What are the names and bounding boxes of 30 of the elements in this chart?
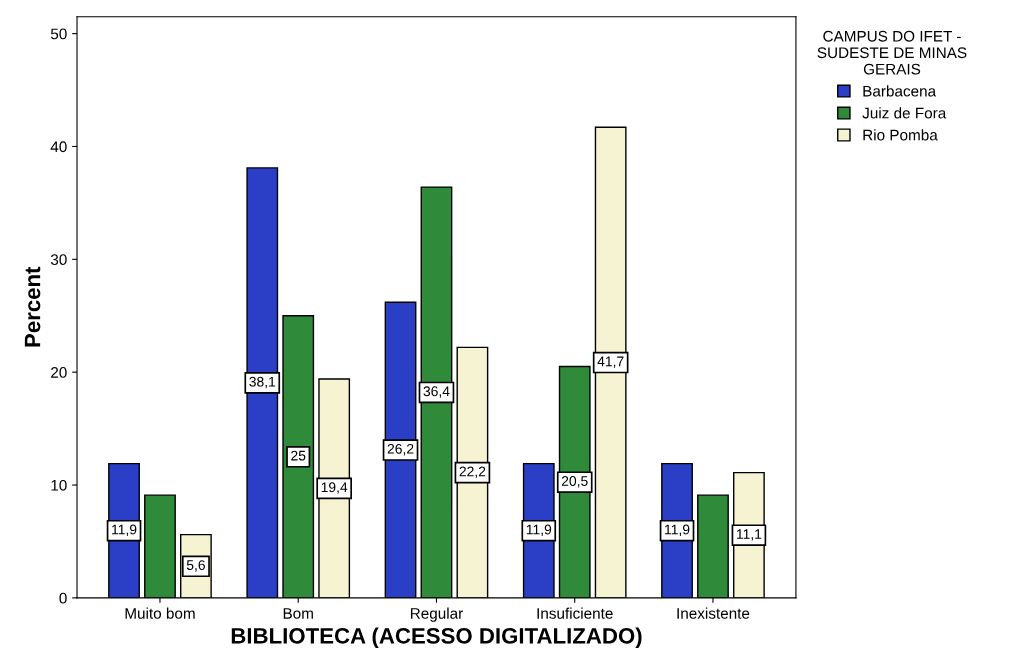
- data-label: 36,4: [423, 386, 450, 398]
- data-label: 26,2: [387, 443, 414, 456]
- data-label: 11,9: [665, 524, 690, 537]
- data-label: 25: [291, 450, 306, 461]
- data-label: 19,4: [321, 482, 348, 494]
- legend-title: CAMPUS DO IFET - SUDESTE DE MINAS GERAIS: [817, 30, 967, 75]
- x-tick-label: Regular: [410, 607, 463, 622]
- x-tick-label: Bom: [283, 608, 313, 619]
- y-axis-title: Percent: [24, 266, 41, 347]
- data-label: 11,9: [112, 524, 137, 537]
- data-label: 41,7: [597, 356, 624, 368]
- x-tick-label: Insuficiente: [537, 607, 613, 619]
- x-axis-title: BIBLIOTECA (ACESSO DIGITALIZADO): [231, 627, 642, 649]
- x-tick-label: Inexistente: [677, 607, 750, 619]
- x-tick-label: Muito bom: [125, 607, 195, 619]
- data-label: 11,1: [736, 529, 762, 541]
- data-label: 20,5: [561, 476, 588, 488]
- data-label: 5,6: [186, 560, 205, 572]
- data-label: 11,9: [526, 524, 552, 537]
- y-tick-label: 30: [50, 254, 67, 266]
- data-label: 22,2: [459, 466, 486, 478]
- y-tick-label: 50: [50, 28, 67, 40]
- data-label: 38,1: [249, 376, 276, 389]
- y-tick-label: 10: [51, 479, 67, 491]
- legend-label: Rio Pomba: [863, 129, 938, 141]
- legend-label: Barbacena: [863, 85, 937, 97]
- y-tick-label: 40: [50, 141, 67, 153]
- y-tick-label: 20: [51, 367, 67, 378]
- y-tick-label: 0: [59, 592, 67, 604]
- legend-label: Juiz de Fora: [862, 107, 947, 119]
